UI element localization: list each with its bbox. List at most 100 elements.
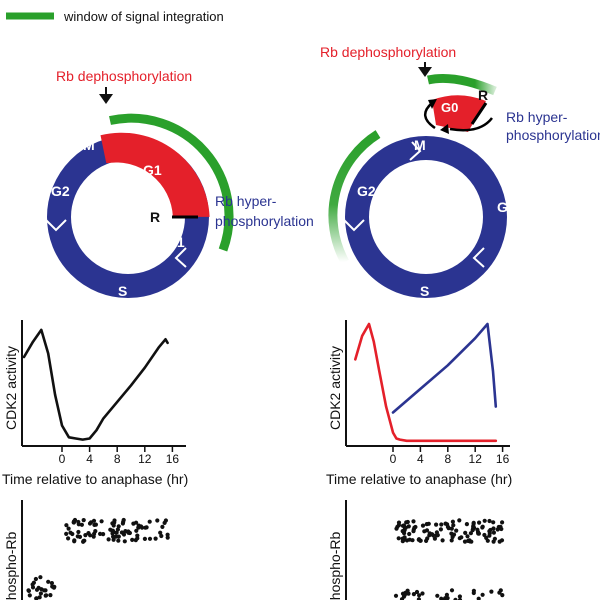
left-phospho-dot-high — [158, 530, 163, 535]
right-phospho-plot: phospho-Rb — [327, 500, 505, 600]
left-phospho-dot-high — [66, 526, 71, 531]
left-phospho-dot-low — [38, 591, 44, 596]
right-phospho-dot-high — [403, 525, 408, 530]
right-phospho-dot-high — [422, 529, 427, 534]
right-phospho-dot-high — [400, 539, 405, 544]
left-phospho-dot-high — [116, 538, 121, 543]
left-phase-m: M — [83, 137, 95, 153]
right-phospho-dot-high — [434, 522, 439, 527]
left-phospho-dot-high — [64, 523, 69, 528]
right-xtick-label: 8 — [444, 452, 451, 466]
left-phospho-dot-high — [81, 518, 86, 523]
right-phospho-dot-high — [450, 519, 455, 524]
right-phospho-dot-high — [445, 524, 450, 530]
right-cell-cycle: Rb dephosphorylation G0 R M G2 G1 S Rb h… — [320, 44, 600, 300]
left-phospho-dot-high — [101, 532, 106, 537]
right-phospho-dot-high — [451, 523, 456, 528]
left-phospho-dot-high — [77, 534, 83, 540]
right-phospho-dot-high — [411, 519, 416, 524]
right-cdk2-series-0 — [353, 322, 498, 443]
right-phase-r: R — [478, 87, 488, 103]
left-phospho-dot-low — [34, 596, 39, 600]
right-phospho-dot-high — [475, 527, 480, 532]
left-phospho-dot-high — [76, 519, 81, 525]
left-phospho-dot-high — [135, 533, 140, 538]
right-phospho-dot-high — [431, 533, 436, 538]
right-phospho-dot-high — [500, 520, 505, 525]
right-phospho-dot-high — [449, 538, 454, 543]
right-phospho-dot-low — [406, 591, 411, 596]
right-phospho-dot-low — [411, 592, 416, 597]
right-phospho-dot-high — [402, 535, 407, 540]
left-phospho-dot-high — [165, 532, 170, 537]
left-phospho-dot-high — [121, 517, 126, 523]
left-phospho-dot-high — [155, 518, 160, 523]
right-phospho-dot-high — [499, 538, 505, 543]
left-phospho-dot-low — [44, 593, 49, 598]
left-phospho-dot-high — [111, 537, 116, 542]
right-phospho-dot-low — [453, 597, 458, 600]
right-phospho-dot-low — [444, 592, 449, 598]
left-phase-s: S — [118, 283, 127, 299]
left-phospho-dot-high — [115, 527, 120, 532]
right-xtick-label: 16 — [496, 452, 510, 466]
left-phospho-dot-low — [38, 575, 43, 580]
left-phase-r: R — [150, 209, 160, 225]
right-phospho-dot-low — [449, 588, 455, 593]
left-phospho-dot-low — [48, 593, 53, 598]
right-phospho-dot-low — [420, 591, 425, 596]
left-phospho-dot-high — [71, 520, 76, 525]
left-phospho-dot-high — [113, 534, 118, 539]
right-phospho-dot-low — [500, 593, 505, 598]
left-phospho-dot-low — [33, 576, 39, 582]
left-phospho-dot-high — [76, 529, 81, 535]
right-phospho-dot-high — [470, 528, 475, 533]
right-phospho-dot-high — [487, 533, 492, 538]
right-phase-g1: G1 — [497, 199, 516, 215]
left-phospho-dot-high — [112, 518, 117, 523]
right-phospho-dot-high — [439, 522, 444, 527]
left-xtick-label: 12 — [138, 452, 152, 466]
left-cell-cycle: Rb dephosphorylation M G1 R G1 S G2 Rb h… — [45, 68, 314, 300]
right-cycle-ring — [345, 136, 507, 298]
right-phospho-dot-low — [489, 589, 494, 594]
right-phospho-dot-low — [414, 589, 420, 595]
right-phospho-dot-high — [412, 525, 417, 530]
left-phospho-plot: phospho-Rb — [3, 500, 170, 600]
right-scatter-ylabel: phospho-Rb — [327, 532, 343, 600]
left-phospho-dot-high — [88, 533, 93, 538]
left-xtick-label: 8 — [114, 452, 121, 466]
right-phospho-dot-high — [443, 521, 448, 526]
left-phospho-dot-high — [79, 522, 84, 527]
right-phospho-dot-high — [466, 538, 471, 544]
right-phospho-dot-high — [482, 518, 487, 523]
left-hyper-label-1: Rb hyper- — [215, 193, 277, 209]
left-xtick-label: 0 — [59, 452, 66, 466]
right-restriction-line — [470, 102, 488, 125]
right-phospho-dot-low — [457, 594, 462, 599]
right-phospho-dot-high — [420, 523, 426, 528]
left-phospho-dot-high — [122, 539, 127, 544]
right-phospho-dot-high — [396, 536, 401, 541]
left-phase-g1-blue: G1 — [166, 234, 185, 250]
right-phospho-dot-high — [468, 531, 473, 536]
right-dephos-arrowhead — [418, 67, 432, 77]
left-chevron-m — [63, 142, 76, 163]
right-phospho-dot-high — [482, 532, 487, 538]
right-chevron-g2 — [343, 219, 365, 232]
right-phospho-dot-high — [426, 521, 431, 526]
left-phospho-dot-high — [70, 531, 75, 537]
right-phospho-dot-low — [435, 593, 440, 598]
right-xtick-label: 4 — [417, 452, 424, 466]
right-chevron-s — [366, 282, 380, 300]
right-phospho-dot-low — [457, 597, 463, 600]
right-chevron-g1 — [472, 247, 485, 268]
right-signal-window-arc-g0 — [427, 73, 497, 96]
right-phospho-dot-high — [402, 531, 407, 536]
right-phospho-dot-low — [441, 597, 446, 600]
left-phospho-dot-high — [140, 525, 145, 530]
left-phospho-dot-high — [130, 537, 135, 543]
left-phospho-dot-high — [162, 520, 167, 526]
left-cdk2-plot: CDK2 activity Time relative to anaphase … — [2, 320, 188, 487]
left-phospho-dot-high — [72, 538, 77, 543]
